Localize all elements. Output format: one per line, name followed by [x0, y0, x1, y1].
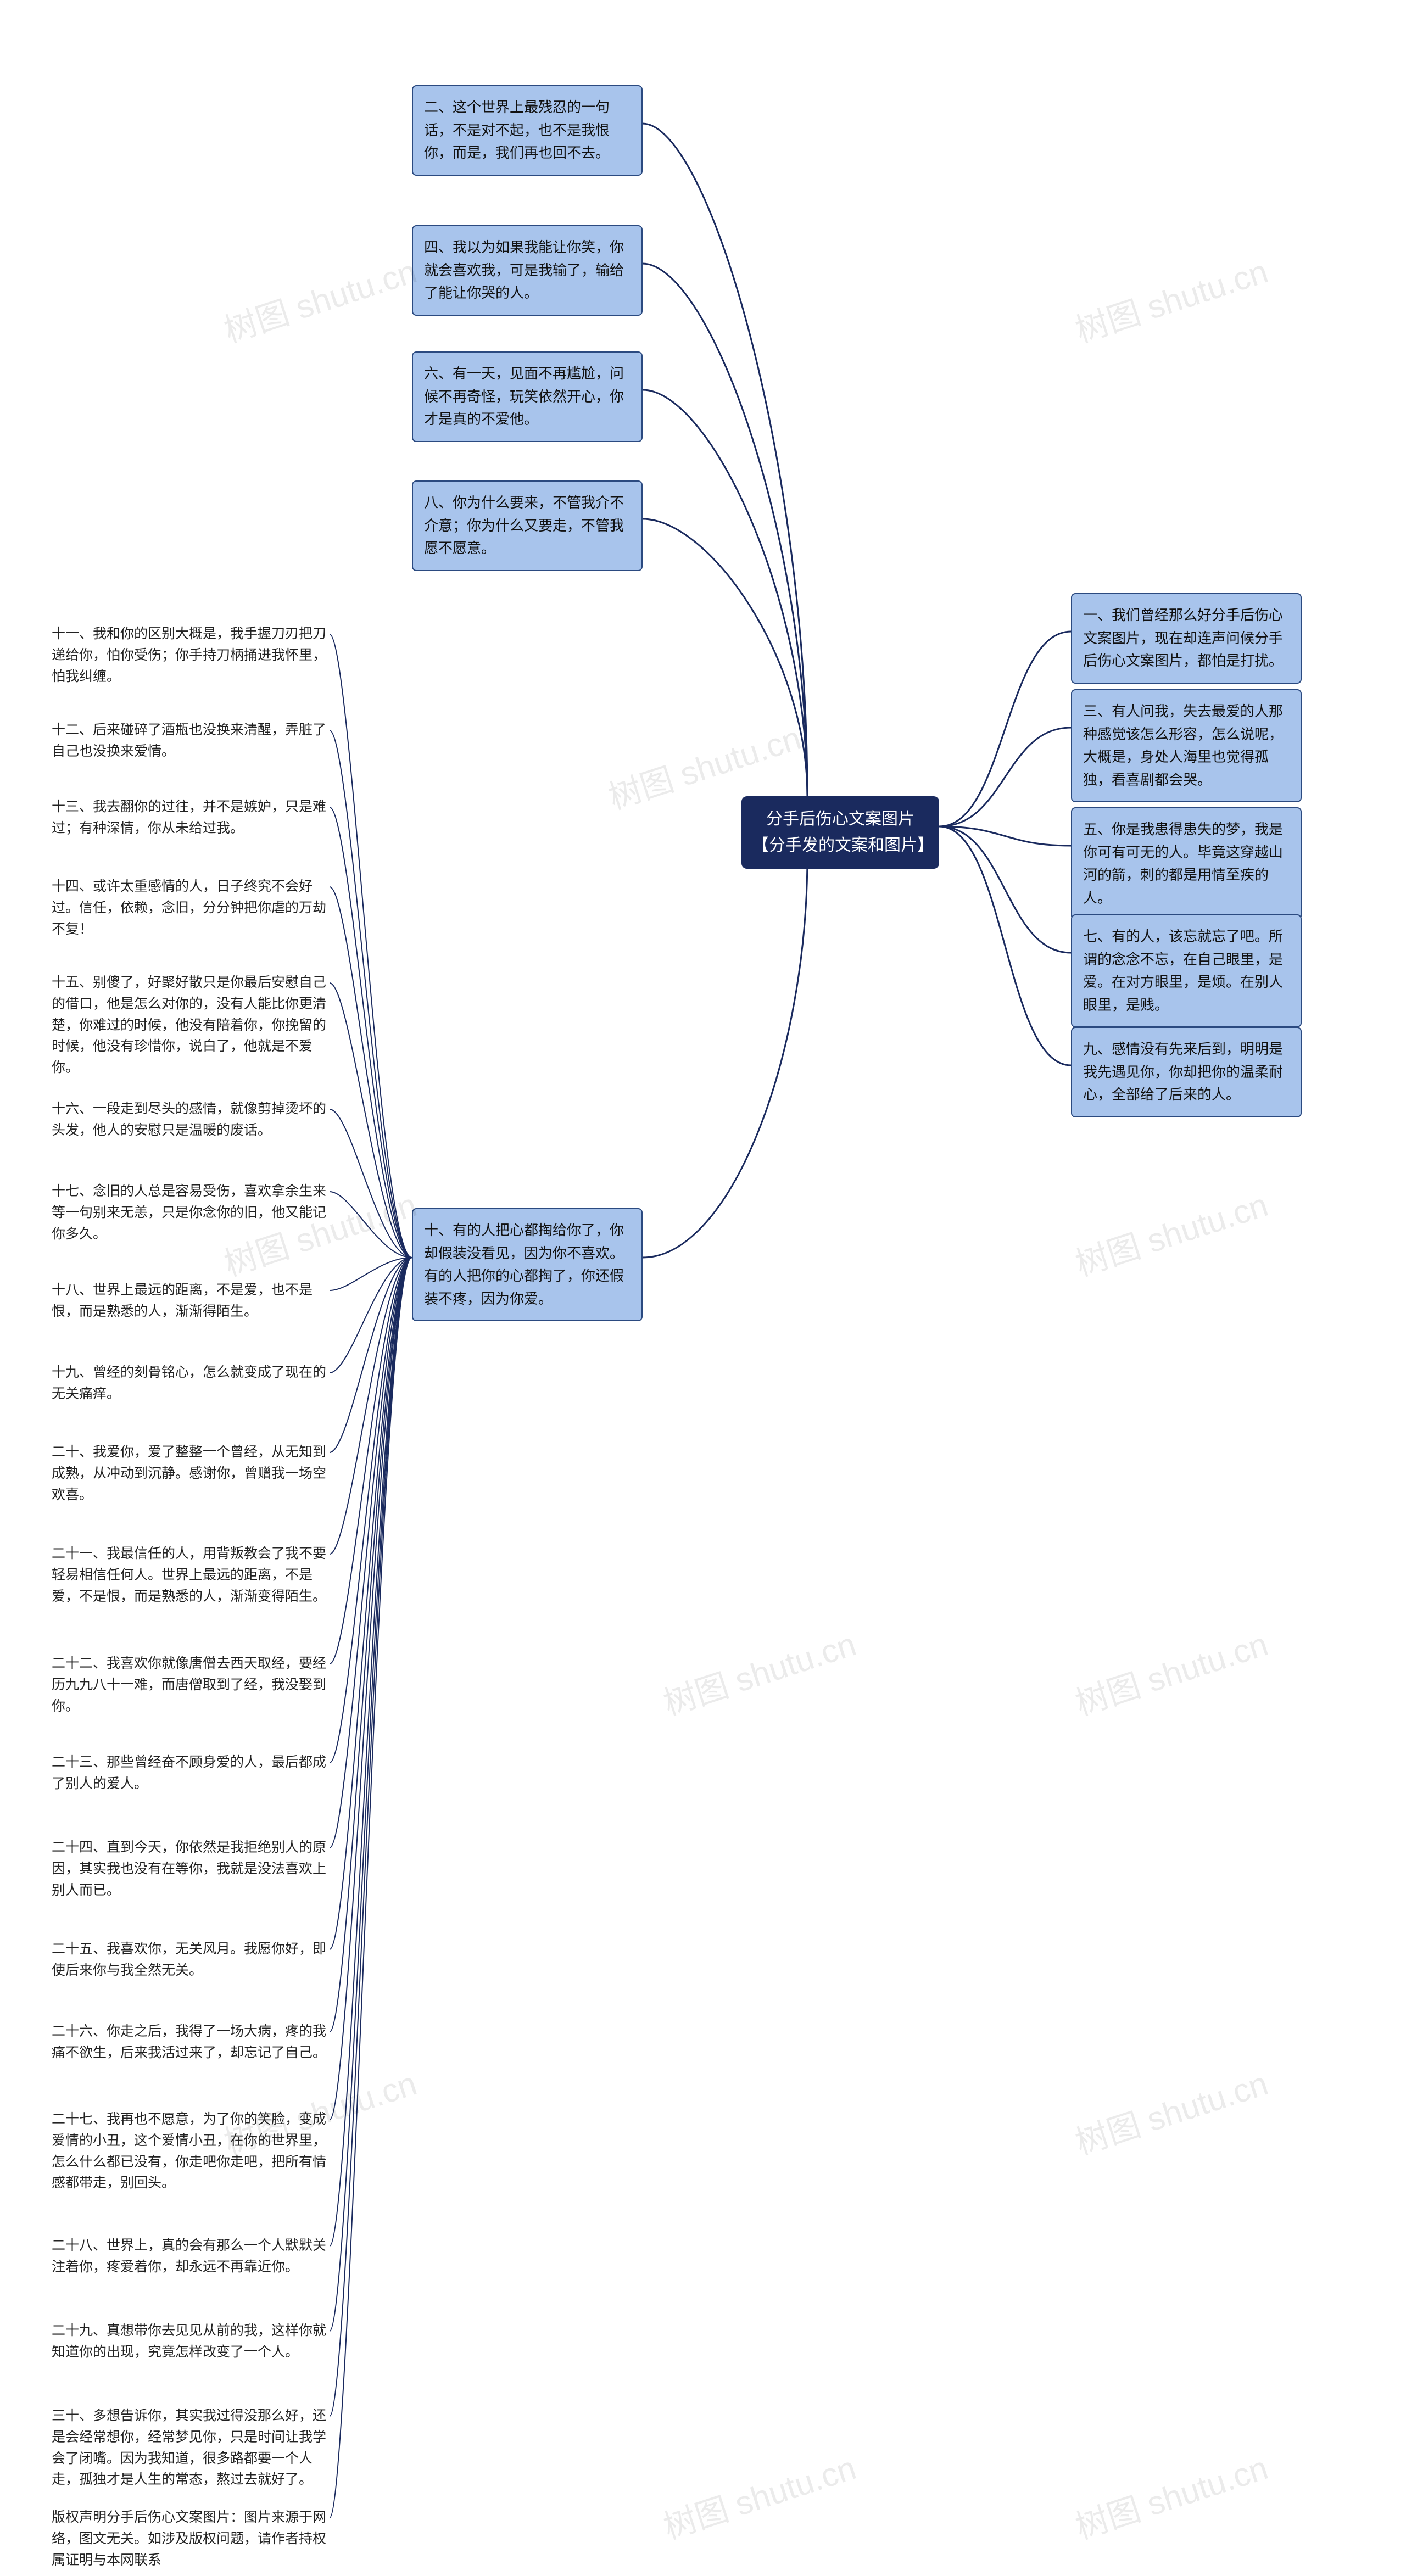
watermark: 树图 shutu.cn [1068, 1178, 1273, 1286]
bottom-branch: 十、有的人把心都掏给你了，你却假装没看见，因为你不喜欢。有的人把你的心都掏了，你… [412, 1208, 643, 1321]
leaf-node: 二十五、我喜欢你，无关风月。我愿你好，即使后来你与我全然无关。 [49, 1933, 330, 1987]
leaf-node: 二十二、我喜欢你就像唐僧去西天取经，要经历九九八十一难，而唐僧取到了经，我没娶到… [49, 1647, 330, 1722]
watermark: 树图 shutu.cn [1068, 2057, 1273, 2164]
right-branch: 三、有人问我，失去最爱的人那种感觉该怎么形容，怎么说呢，大概是，身处人海里也觉得… [1071, 689, 1302, 802]
leaf-node: 二十一、我最信任的人，用背叛教会了我不要轻易相信任何人。世界上最远的距离，不是爱… [49, 1538, 330, 1612]
leaf-node: 十七、念旧的人总是容易受伤，喜欢拿余生来等一句别来无恙，只是你念你的旧，他又能记… [49, 1175, 330, 1250]
top-branch: 八、你为什么要来，不管我介不介意；你为什么又要走，不管我愿不愿意。 [412, 480, 643, 571]
leaf-node: 三十、多想告诉你，其实我过得没那么好，还是会经常想你，经常梦见你，只是时间让我学… [49, 2400, 330, 2496]
watermark: 树图 shutu.cn [656, 2441, 861, 2549]
leaf-node: 十六、一段走到尽头的感情，就像剪掉烫坏的头发，他人的安慰只是温暖的废话。 [49, 1093, 330, 1147]
leaf-node: 十八、世界上最远的距离，不是爱，也不是恨，而是熟悉的人，渐渐得陌生。 [49, 1274, 330, 1328]
top-branch: 二、这个世界上最残忍的一句话，不是对不起，也不是我恨你，而是，我们再也回不去。 [412, 85, 643, 176]
leaf-node: 十四、或许太重感情的人，日子终究不会好过。信任，依赖，念旧，分分钟把你虐的万劫不… [49, 870, 330, 945]
right-branch: 九、感情没有先来后到，明明是我先遇见你，你却把你的温柔耐心，全部给了后来的人。 [1071, 1027, 1302, 1117]
watermark: 树图 shutu.cn [217, 245, 422, 352]
leaf-node: 二十三、那些曾经奋不顾身爱的人，最后都成了别人的爱人。 [49, 1746, 330, 1800]
root-node: 分手后伤心文案图片【分手发的文案和图片】 [741, 796, 939, 869]
right-branch: 七、有的人，该忘就忘了吧。所谓的念念不忘，在自己眼里，是爱。在对方眼里，是烦。在… [1071, 914, 1302, 1027]
leaf-node: 十九、曾经的刻骨铭心，怎么就变成了现在的无关痛痒。 [49, 1356, 330, 1410]
watermark: 树图 shutu.cn [1068, 245, 1273, 352]
leaf-node: 二十七、我再也不愿意，为了你的笑脸，变成爱情的小丑，这个爱情小丑，在你的世界里，… [49, 2103, 330, 2199]
top-branch: 四、我以为如果我能让你笑，你就会喜欢我，可是我输了，输给了能让你哭的人。 [412, 225, 643, 316]
leaf-node: 十二、后来碰碎了酒瓶也没换来清醒，弄脏了自己也没换来爱情。 [49, 714, 330, 768]
leaf-node: 十三、我去翻你的过往，并不是嫉妒，只是难过；有种深情，你从未给过我。 [49, 791, 330, 845]
leaf-node: 二十四、直到今天，你依然是我拒绝别人的原因，其实我也没有在等你，我就是没法喜欢上… [49, 1831, 330, 1906]
top-branch: 六、有一天，见面不再尴尬，问候不再奇怪，玩笑依然开心，你才是真的不爱他。 [412, 351, 643, 442]
leaf-node: 二十、我爱你，爱了整整一个曾经，从无知到成熟，从冲动到沉静。感谢你，曾赠我一场空… [49, 1436, 330, 1511]
leaf-node: 十五、别傻了，好聚好散只是你最后安慰自己的借口，他是怎么对你的，没有人能比你更清… [49, 966, 330, 1084]
leaf-node: 十一、我和你的区别大概是，我手握刀刃把刀递给你，怕你受伤；你手持刀柄捅进我怀里，… [49, 618, 330, 692]
watermark: 树图 shutu.cn [656, 1618, 861, 1725]
watermark: 树图 shutu.cn [1068, 1618, 1273, 1725]
right-branch: 五、你是我患得患失的梦，我是你可有可无的人。毕竟这穿越山河的箭，刺的都是用情至疾… [1071, 807, 1302, 920]
leaf-node: 二十八、世界上，真的会有那么一个人默默关注着你，疼爱着你，却永远不再靠近你。 [49, 2229, 330, 2283]
right-branch: 一、我们曾经那么好分手后伤心文案图片，现在却连声问候分手后伤心文案图片，都怕是打… [1071, 593, 1302, 684]
leaf-node: 二十九、真想带你去见见从前的我，这样你就知道你的出现，究竟怎样改变了一个人。 [49, 2315, 330, 2368]
leaf-node: 二十六、你走之后，我得了一场大病，疼的我痛不欲生，后来我活过来了，却忘记了自己。 [49, 2015, 330, 2069]
leaf-node: 版权声明分手后伤心文案图片：图片来源于网络，图文无关。如涉及版权问题，请作者持权… [49, 2501, 330, 2576]
watermark: 树图 shutu.cn [1068, 2441, 1273, 2549]
